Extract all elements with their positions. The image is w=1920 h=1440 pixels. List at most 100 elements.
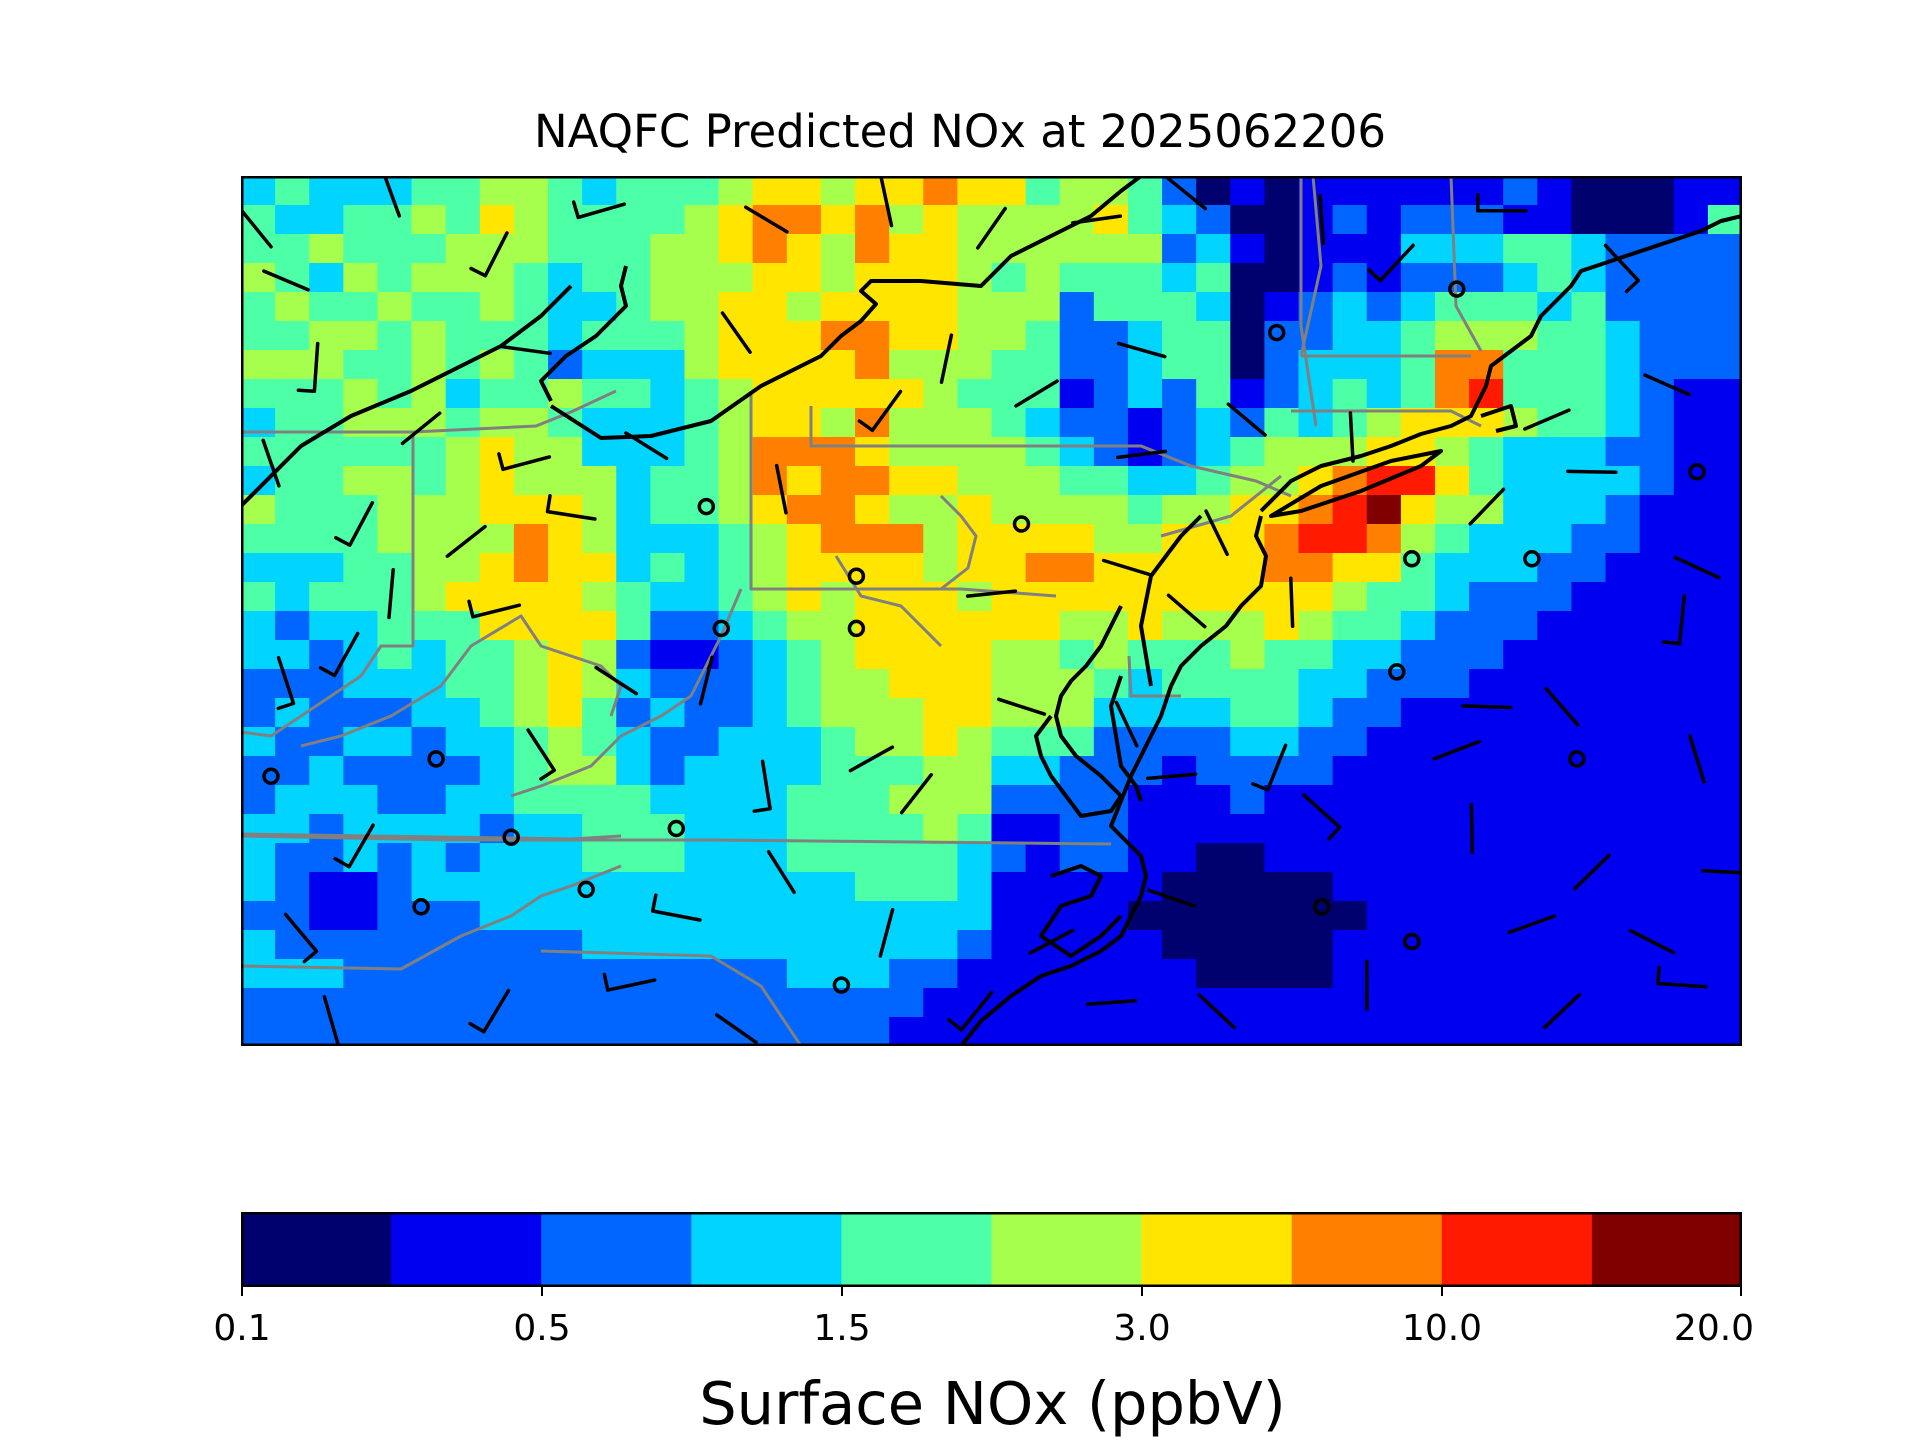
nox-cell — [1366, 292, 1402, 322]
nox-cell — [445, 408, 481, 438]
nox-cell — [991, 872, 1027, 902]
nox-cell — [445, 379, 481, 409]
calm-wind-marker — [697, 497, 716, 516]
nox-cell — [582, 234, 618, 264]
nox-cell — [1673, 292, 1709, 322]
nox-cell — [1196, 1017, 1232, 1046]
nox-cell — [445, 524, 481, 554]
nox-cell — [309, 234, 345, 264]
nox-cell — [1230, 698, 1266, 728]
nox-cell — [923, 872, 959, 902]
cape-cod — [1480, 404, 1518, 433]
nox-cell — [1605, 959, 1641, 989]
nox-cell — [752, 988, 788, 1018]
nox-map — [241, 176, 1742, 1046]
nox-cell — [616, 901, 652, 931]
nox-cell — [718, 988, 754, 1018]
nox-cell — [1537, 379, 1573, 409]
nox-cell — [1605, 901, 1641, 931]
nox-cell — [957, 872, 993, 902]
nox-cell — [1707, 466, 1742, 496]
nox-cell — [343, 495, 379, 525]
nox-cell — [1025, 524, 1061, 554]
nox-cell — [1503, 872, 1539, 902]
nox-cell — [1400, 495, 1436, 525]
nox-cell — [991, 437, 1027, 467]
nox-cell — [1571, 1017, 1607, 1046]
nox-cell — [1162, 321, 1197, 351]
nox-cell — [1707, 321, 1742, 351]
nox-cell — [479, 495, 515, 525]
nox-cell — [1707, 785, 1742, 815]
nox-cell — [1298, 582, 1334, 612]
nox-cell — [1503, 669, 1539, 699]
nox-cell — [1093, 234, 1129, 264]
nox-cell — [1571, 843, 1607, 873]
wind-barb — [650, 893, 702, 922]
nox-cell — [616, 1017, 652, 1046]
nox-cell — [1537, 785, 1573, 815]
nox-cell — [1230, 756, 1266, 786]
nox-cell — [1162, 727, 1197, 757]
nox-cell — [1605, 843, 1641, 873]
nox-cell — [1332, 234, 1368, 264]
nox-cell — [1059, 495, 1095, 525]
nox-cell — [343, 756, 379, 786]
nox-cell — [855, 437, 890, 467]
nox-cell — [275, 756, 311, 786]
nox-cell — [616, 785, 652, 815]
nox-cell — [1673, 495, 1709, 525]
nox-cell — [991, 524, 1027, 554]
nox-cell — [1400, 959, 1436, 989]
nox-cell — [820, 959, 856, 989]
nox-cell — [1196, 408, 1232, 438]
nox-cell — [343, 176, 379, 206]
nox-cell — [1434, 553, 1470, 583]
nox-cell — [445, 843, 481, 873]
nox-cell — [479, 205, 515, 235]
nox-cell — [752, 321, 788, 351]
nox-cell — [923, 843, 959, 873]
state-line-de — [1127, 655, 1181, 698]
nox-cell — [241, 524, 276, 554]
nox-cell — [1162, 930, 1197, 960]
nox-cell — [752, 901, 788, 931]
nox-cell — [1605, 669, 1641, 699]
nox-cell — [889, 205, 925, 235]
nox-cell — [1707, 437, 1742, 467]
nox-cell — [1230, 785, 1266, 815]
nox-cell — [1298, 988, 1334, 1018]
nox-cell — [1230, 727, 1266, 757]
nox-cell — [1707, 843, 1742, 873]
nox-cell — [1093, 669, 1129, 699]
nox-cell — [1196, 234, 1232, 264]
nox-cell — [1059, 1017, 1095, 1046]
nox-cell — [1025, 263, 1061, 293]
nox-cell — [1162, 176, 1197, 206]
calm-wind-marker — [1403, 932, 1421, 951]
nox-cell — [1537, 959, 1573, 989]
nox-cell — [1059, 756, 1095, 786]
nox-cell — [923, 611, 959, 641]
nox-cell — [1366, 785, 1402, 815]
wind-shaft — [1226, 402, 1267, 437]
nox-cell — [1025, 727, 1061, 757]
nox-cell — [1707, 901, 1742, 931]
nox-cell — [923, 930, 959, 960]
chesapeake-bay — [1034, 605, 1123, 818]
wind-shaft — [1461, 704, 1513, 710]
nox-cell — [479, 698, 515, 728]
nox-cell — [343, 901, 379, 931]
nox-cell — [445, 263, 481, 293]
nox-cell — [1605, 205, 1641, 235]
colorbar-tick-3 — [1141, 1287, 1143, 1296]
state-line-nh-me — [1449, 176, 1483, 352]
nox-cell — [1639, 640, 1675, 670]
nox-cell — [377, 292, 413, 322]
nox-cell — [889, 437, 925, 467]
nox-cell — [684, 756, 720, 786]
nox-cell — [1332, 785, 1368, 815]
nox-cell — [957, 553, 993, 583]
colorbar-swatch — [841, 1212, 993, 1287]
nox-cell — [1605, 495, 1641, 525]
